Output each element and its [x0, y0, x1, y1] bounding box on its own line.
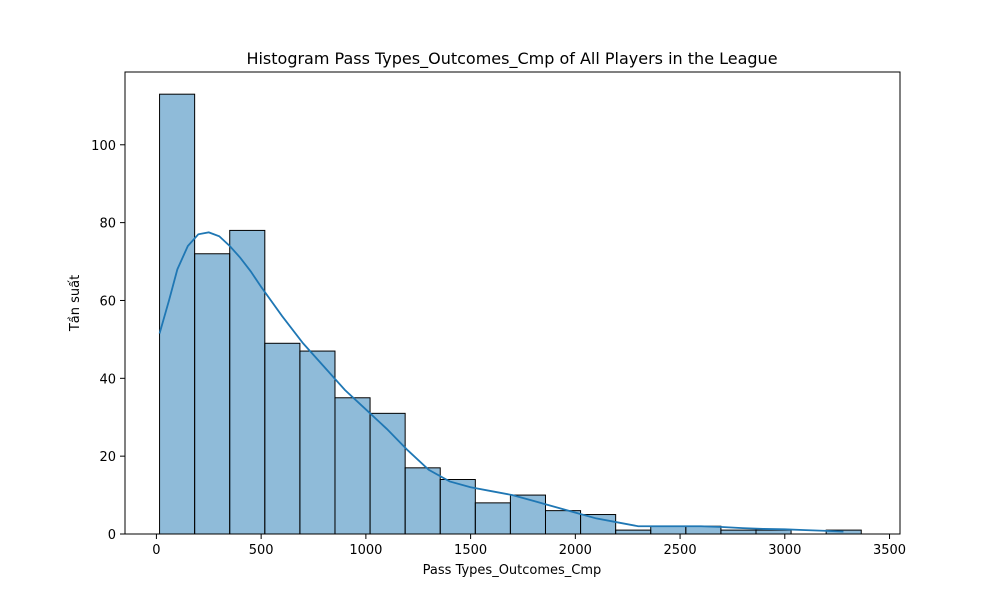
y-tick-label: 0 — [108, 528, 116, 543]
x-tick-label: 500 — [249, 543, 274, 558]
histogram-bar — [369, 412, 406, 535]
x-tick-label: 2500 — [664, 543, 697, 558]
histogram-bar — [229, 229, 266, 535]
histogram-bar — [439, 479, 476, 535]
y-tick-label: 40 — [99, 372, 116, 387]
histogram-bar — [474, 502, 511, 535]
histogram-bar — [755, 529, 792, 535]
x-tick-label: 1000 — [349, 543, 382, 558]
x-tick-label: 2000 — [559, 543, 592, 558]
x-tick-label: 3500 — [873, 543, 906, 558]
x-tick-label: 1500 — [454, 543, 487, 558]
histogram-bar — [404, 467, 441, 535]
kde-curve — [158, 231, 844, 533]
y-tick-label: 60 — [99, 294, 116, 309]
x-tick-label: 0 — [152, 543, 160, 558]
plot-frame — [124, 71, 901, 535]
x-tick-label: 3000 — [768, 543, 801, 558]
histogram-bar — [194, 253, 231, 535]
histogram-bar — [650, 525, 687, 535]
histogram-bar — [509, 494, 546, 535]
histogram-bar — [720, 529, 757, 535]
y-axis-label: Tần suất — [68, 275, 83, 332]
x-axis-label: Pass Types_Outcomes_Cmp — [423, 563, 602, 578]
x-axis-ticks: 0 500 1000 1500 2000 2500 3000 3500 — [152, 534, 906, 558]
histogram-bar — [615, 529, 652, 535]
histogram-bar — [264, 342, 301, 535]
y-tick-label: 20 — [99, 450, 116, 465]
y-tick-label: 80 — [99, 217, 116, 232]
histogram-bars — [159, 93, 862, 535]
histogram-bar — [334, 397, 371, 535]
histogram-bar — [580, 514, 617, 535]
y-axis-ticks: 0 20 40 60 80 100 — [91, 139, 125, 543]
chart-title: Histogram Pass Types_Outcomes_Cmp of All… — [246, 49, 777, 69]
histogram-bar — [544, 510, 582, 535]
histogram-bar — [299, 350, 336, 535]
y-tick-label: 100 — [91, 139, 116, 154]
